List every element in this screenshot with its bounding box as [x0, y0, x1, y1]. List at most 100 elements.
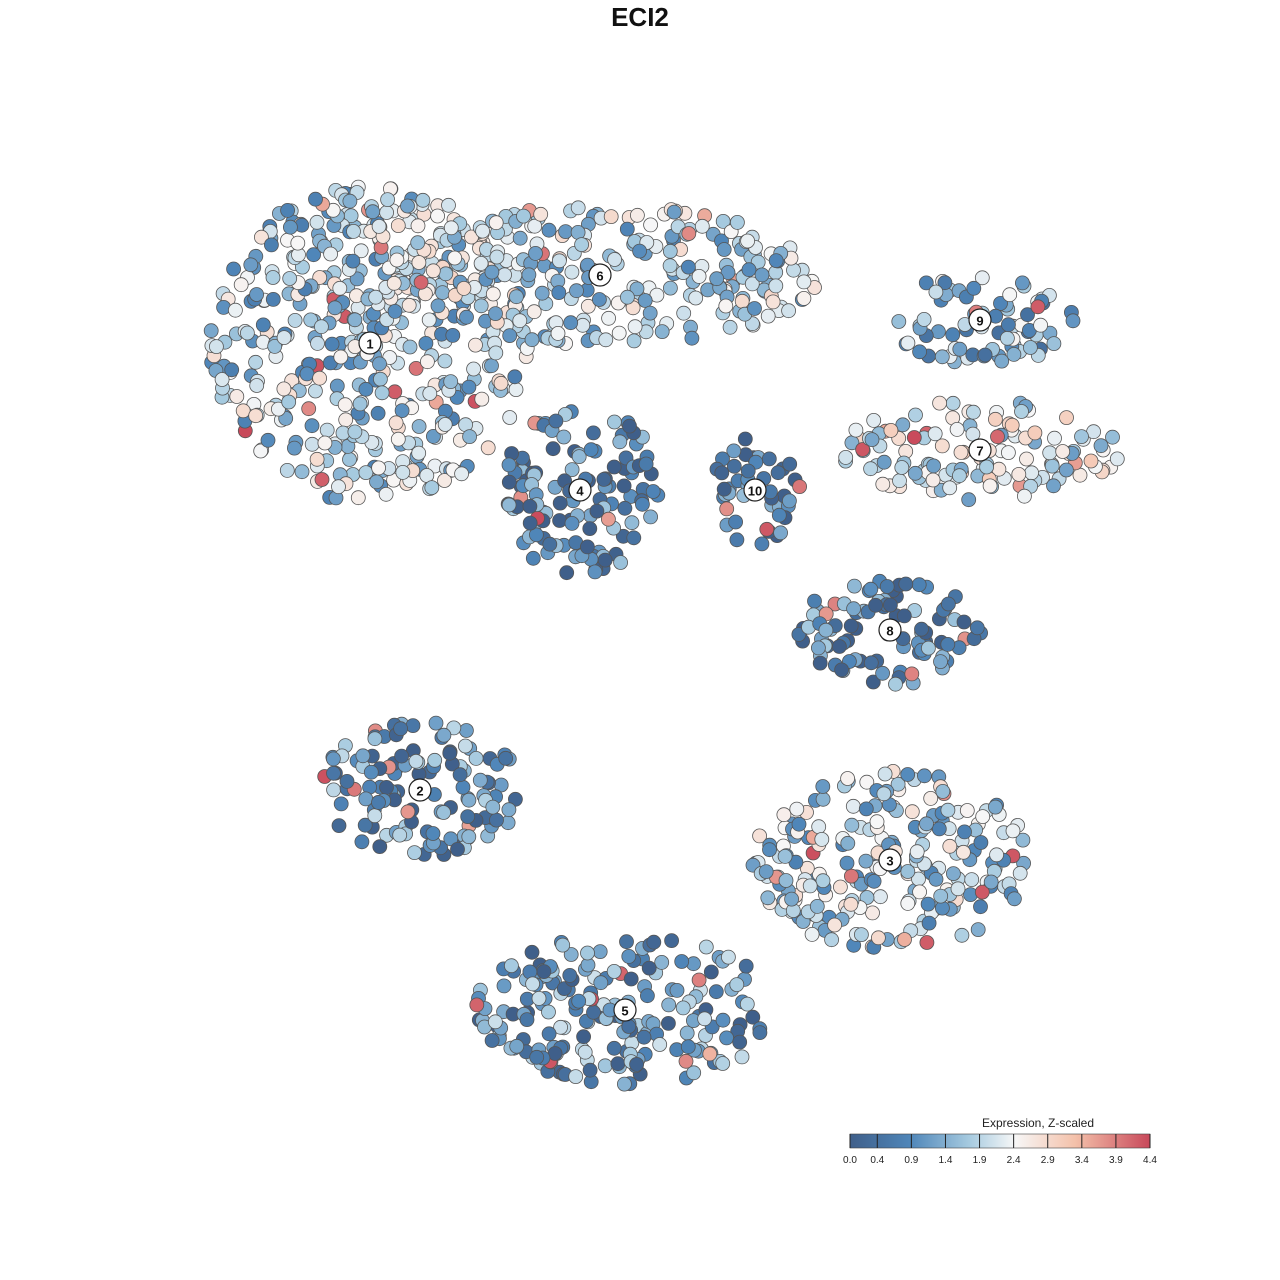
- cell-point: [603, 209, 619, 225]
- cell-point: [224, 362, 240, 378]
- cell-point: [304, 436, 320, 452]
- cell-point: [941, 596, 956, 612]
- cell-point: [942, 480, 958, 496]
- cell-point: [456, 280, 472, 296]
- cell-point: [475, 223, 491, 239]
- cell-point: [866, 873, 882, 889]
- cell-point: [400, 198, 415, 214]
- cell-point: [1072, 467, 1088, 483]
- cell-point: [1023, 340, 1038, 355]
- cell-point: [368, 289, 384, 305]
- cell-point: [721, 949, 736, 965]
- cell-point: [1005, 823, 1021, 839]
- cell-point: [974, 270, 990, 286]
- cell-point: [522, 515, 538, 531]
- cell-point: [642, 305, 658, 321]
- cell-point: [994, 353, 1010, 369]
- cell-point: [726, 443, 742, 459]
- cluster-label-10: 10: [743, 478, 767, 502]
- cell-point: [815, 873, 831, 889]
- cell-point: [339, 774, 355, 789]
- cell-point: [331, 818, 347, 833]
- cell-point: [564, 516, 580, 531]
- cell-point: [461, 829, 477, 845]
- cell-point: [371, 460, 387, 476]
- cell-point: [675, 1000, 691, 1016]
- cell-point: [863, 581, 879, 597]
- cell-point: [745, 1009, 761, 1025]
- cell-point: [950, 881, 966, 897]
- cell-point: [934, 349, 950, 365]
- cell-point: [555, 937, 571, 953]
- cell-point: [626, 333, 642, 349]
- cell-point: [811, 640, 826, 656]
- cell-point: [621, 1019, 637, 1034]
- cell-point: [1030, 299, 1046, 315]
- cell-point: [900, 767, 916, 782]
- cell-point: [597, 1058, 613, 1074]
- cell-point: [921, 915, 937, 931]
- cell-point: [324, 336, 340, 352]
- cell-point: [669, 983, 685, 998]
- legend-tick-label: 2.4: [1007, 1155, 1021, 1166]
- cell-point: [408, 753, 424, 769]
- cell-point: [777, 849, 793, 864]
- cell-point: [928, 284, 944, 300]
- cell-point: [255, 317, 271, 333]
- cell-point: [811, 819, 827, 835]
- cell-point: [545, 441, 561, 457]
- cell-point: [617, 1076, 632, 1092]
- cell-point: [353, 243, 369, 259]
- cell-point: [719, 1030, 734, 1046]
- cell-point: [782, 456, 798, 472]
- cell-point: [680, 1039, 696, 1055]
- cell-point: [613, 555, 628, 570]
- cell-point: [501, 474, 517, 490]
- cell-point: [691, 268, 707, 284]
- cell-point: [895, 417, 911, 433]
- cell-point: [458, 723, 474, 738]
- chart-title: ECI2: [611, 2, 669, 32]
- cell-point: [442, 745, 458, 761]
- cell-point: [309, 214, 325, 230]
- cell-point: [686, 1065, 702, 1081]
- cell-point: [949, 421, 965, 437]
- cell-point: [729, 532, 745, 548]
- cell-point: [503, 958, 519, 974]
- cell-point: [684, 330, 700, 346]
- cell-point: [379, 780, 394, 795]
- cell-point: [551, 285, 567, 301]
- cell-point: [734, 1049, 750, 1065]
- cell-point: [953, 444, 969, 460]
- cell-point: [367, 731, 383, 747]
- cell-point: [564, 264, 580, 280]
- cell-point: [716, 481, 732, 497]
- cell-point: [969, 620, 985, 636]
- cluster-label-6: 6: [588, 263, 612, 287]
- cell-point: [761, 451, 777, 467]
- cluster-label-1: 1: [358, 331, 382, 355]
- cell-point: [956, 844, 971, 860]
- cell-point: [329, 378, 345, 394]
- cell-point: [358, 791, 374, 807]
- cell-point: [859, 774, 875, 790]
- cell-point: [663, 280, 678, 296]
- cell-point: [661, 997, 677, 1013]
- cell-point: [815, 791, 831, 807]
- cell-point: [552, 253, 567, 269]
- cell-point: [267, 338, 283, 354]
- cell-point: [638, 456, 654, 472]
- cell-point: [380, 192, 396, 208]
- cell-point: [446, 720, 462, 736]
- cell-point: [541, 222, 557, 238]
- cell-point: [488, 345, 504, 361]
- cluster-label-text: 7: [976, 444, 983, 459]
- cell-point: [438, 266, 454, 282]
- cell-point: [568, 1069, 584, 1084]
- cell-point: [287, 312, 303, 328]
- cell-point: [374, 385, 390, 401]
- cell-point: [848, 422, 864, 438]
- cell-point: [611, 325, 627, 341]
- cell-point: [522, 498, 538, 514]
- cell-point: [834, 662, 849, 678]
